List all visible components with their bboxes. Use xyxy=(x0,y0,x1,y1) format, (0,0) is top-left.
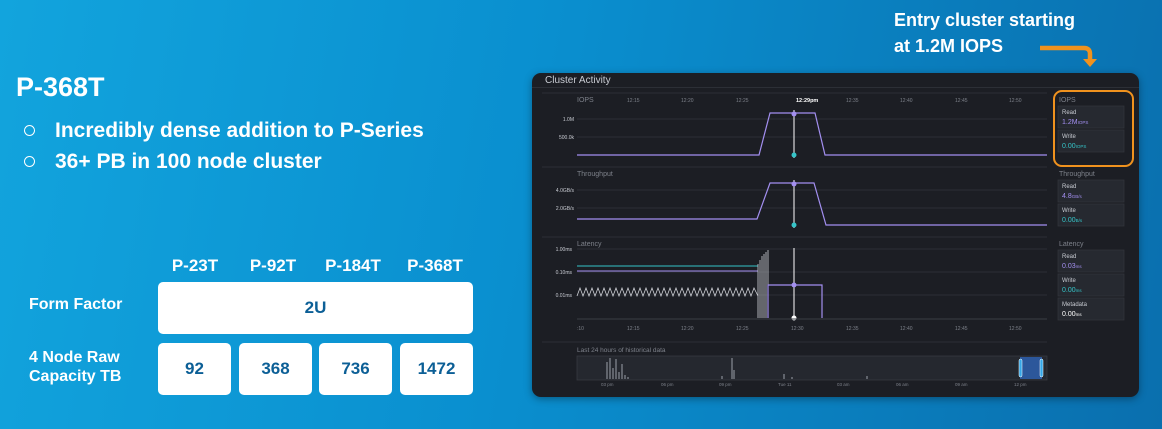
capacity-cell: 92 xyxy=(158,343,231,395)
row-label-capacity: 4 Node Raw Capacity TB xyxy=(29,349,122,385)
slide-title: P-368T xyxy=(16,72,105,102)
history-tick: 09 am xyxy=(955,382,968,387)
metric-value: 4.8GB/s xyxy=(1062,193,1082,200)
time-tick: 12:25 xyxy=(736,98,749,104)
throughput-panel-title: Throughput xyxy=(1059,171,1095,178)
metric-label: Write xyxy=(1062,208,1077,214)
circle-bullet-icon xyxy=(24,125,35,136)
latency-panel-title: Latency xyxy=(1059,241,1084,248)
metric-label: Read xyxy=(1062,110,1076,116)
bottom-tick: 12:15 xyxy=(627,326,640,332)
callout-highlight-box xyxy=(1053,90,1134,167)
time-tick: 12:45 xyxy=(955,98,968,104)
metric-value: 0.00B/s xyxy=(1062,217,1083,224)
cluster-activity-panel: Cluster Activity IOPS 12:15 12:20 12:25 … xyxy=(532,73,1139,397)
column-header: P-92T xyxy=(249,256,297,275)
history-label: Last 24 hours of historical data xyxy=(577,347,666,354)
history-range-handle[interactable] xyxy=(1018,358,1023,378)
latency-y-tick: 0.10ms xyxy=(556,270,573,276)
bottom-tick: 12:30 xyxy=(791,326,804,332)
history-strip: Last 24 hours of historical data 03 pm 0… xyxy=(542,341,1048,387)
circle-bullet-icon xyxy=(24,156,35,167)
metric-label: Write xyxy=(1062,278,1077,284)
callout-arrow-icon xyxy=(1040,45,1097,67)
bullet-item: 36+ PB in 100 node cluster xyxy=(24,146,424,177)
capacity-cell: 1472 xyxy=(400,343,473,395)
iops-y-tick: 1.0M xyxy=(563,117,574,123)
time-tick: 12:15 xyxy=(627,98,640,104)
history-tick: 06 pm xyxy=(661,382,674,387)
bottom-tick: 12:40 xyxy=(900,326,913,332)
latency-metrics: Latency Read 0.03ms Write 0.00ms Metadat… xyxy=(1057,241,1125,321)
bottom-tick: 12:50 xyxy=(1009,326,1022,332)
metric-label: Read xyxy=(1062,184,1076,190)
bullet-list: Incredibly dense addition to P-Series 36… xyxy=(24,115,424,177)
metric-label: Metadata xyxy=(1062,302,1088,308)
panel-title: Cluster Activity xyxy=(545,75,611,86)
time-tick: 12:35 xyxy=(846,98,859,104)
history-tick: 03 am xyxy=(837,382,850,387)
history-tick: 06 am xyxy=(896,382,909,387)
time-tick-current: 12:29pm xyxy=(796,98,818,104)
activity-charts: IOPS 12:15 12:20 12:25 12:29pm 12:35 12:… xyxy=(542,92,1125,387)
metric-label: Write xyxy=(1062,134,1077,140)
metric-value: 0.00ms xyxy=(1062,287,1082,294)
row-label-form-factor: Form Factor xyxy=(29,296,123,313)
history-tick: 12 pm xyxy=(1014,382,1027,387)
metric-value: 0.00IOPS xyxy=(1062,143,1086,150)
latency-y-tick: 0.01ms xyxy=(556,293,573,299)
history-tick: 09 pm xyxy=(719,382,732,387)
throughput-y-tick: 4.0GB/s xyxy=(556,188,575,194)
metric-value: 0.03ms xyxy=(1062,263,1082,270)
history-tick: Tue 11 xyxy=(778,382,792,387)
iops-chart: IOPS 12:15 12:20 12:25 12:29pm 12:35 12:… xyxy=(542,92,1047,158)
bullet-item: Incredibly dense addition to P-Series xyxy=(24,115,424,146)
iops-panel-title: IOPS xyxy=(1059,97,1076,104)
bottom-tick: 12:25 xyxy=(736,326,749,332)
bottom-tick: :10 xyxy=(577,326,584,332)
metric-label: Read xyxy=(1062,254,1076,260)
iops-metrics: IOPS Read 1.2MIOPS Write 0.00IOPS xyxy=(1057,97,1125,153)
column-header: P-23T xyxy=(171,256,219,275)
bottom-tick: 12:20 xyxy=(681,326,694,332)
form-factor-cell: 2U xyxy=(158,282,473,334)
capacity-cell: 368 xyxy=(239,343,312,395)
capacity-cell: 736 xyxy=(319,343,392,395)
time-tick: 12:20 xyxy=(681,98,694,104)
history-tick: 03 pm xyxy=(601,382,614,387)
history-range-handle[interactable] xyxy=(1039,358,1044,378)
metric-value: 1.2MIOPS xyxy=(1062,119,1088,126)
column-header: P-184T xyxy=(325,256,381,275)
throughput-chart: Throughput 4.0GB/s 2.0GB/s xyxy=(542,166,1047,228)
throughput-y-tick: 2.0GB/s xyxy=(556,206,575,212)
throughput-metrics: Throughput Read 4.8GB/s Write 0.00B/s xyxy=(1057,171,1125,227)
iops-y-tick: 500.0k xyxy=(559,135,575,141)
column-header: P-368T xyxy=(407,256,463,275)
throughput-chart-label: Throughput xyxy=(577,171,613,178)
callout-text: Entry cluster starting at 1.2M IOPS xyxy=(894,10,1076,56)
latency-chart-label: Latency xyxy=(577,241,602,248)
latency-chart: Latency 1.00ms 0.10ms 0.01ms :10 12:15 1… xyxy=(542,236,1047,332)
divider xyxy=(532,87,1139,88)
time-tick: 12:40 xyxy=(900,98,913,104)
bottom-tick: 12:35 xyxy=(846,326,859,332)
iops-chart-label: IOPS xyxy=(577,97,594,104)
bottom-tick: 12:45 xyxy=(955,326,968,332)
time-tick: 12:50 xyxy=(1009,98,1022,104)
metric-value: 0.00ms xyxy=(1062,311,1082,318)
latency-y-tick: 1.00ms xyxy=(556,247,573,253)
